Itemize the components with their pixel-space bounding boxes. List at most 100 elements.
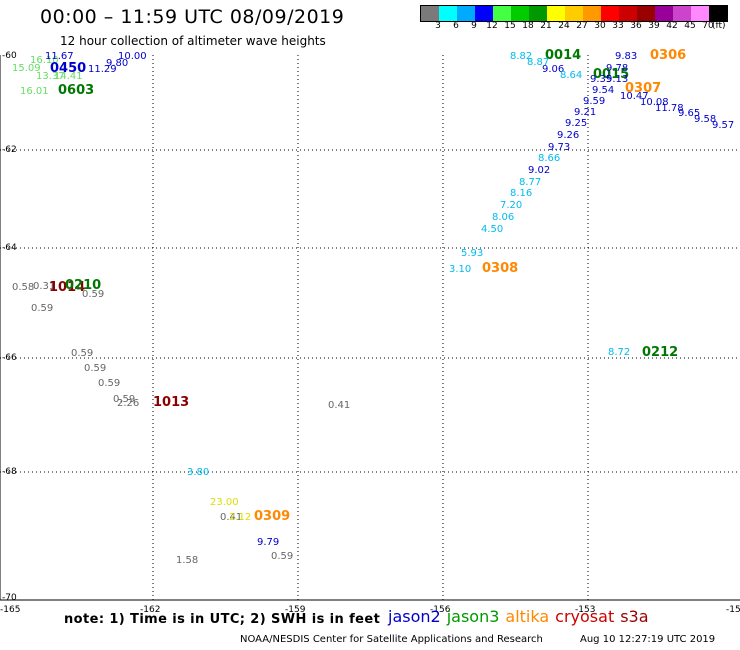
map-subtitle: 12 hour collection of altimeter wave hei… [60, 34, 326, 48]
wave-height-value: 9.59 [583, 96, 605, 107]
legend-satellite-cryosat: cryosat [555, 607, 615, 626]
wave-height-value: 1.58 [176, 555, 198, 566]
observation-time-label: 1013 [153, 395, 189, 410]
wave-height-value: 8.16 [510, 188, 532, 199]
observation-time-label: 0306 [650, 48, 686, 63]
colorbar-tick: 30 [594, 21, 606, 31]
longitude-labels: -165 -162 -159 -156 -153 -15 [0, 605, 740, 615]
colorbar-tick: 33 [612, 21, 624, 31]
colorbar-swatch [547, 6, 565, 21]
wave-height-value: 0.59 [84, 363, 106, 374]
longitude-label: -153 [575, 605, 595, 615]
generated-timestamp: Aug 10 12:27:19 UTC 2019 [580, 634, 716, 645]
latitude-labels: -60 -62 -64 -66 -68 -70 [2, 51, 17, 603]
observation-time-label: 0212 [642, 345, 678, 360]
longitude-label: -162 [140, 605, 160, 615]
colorbar-tick: 39 [648, 21, 660, 31]
wave-height-value: 2.12 [229, 512, 251, 523]
legend-satellite-jason3: jason3 [446, 607, 500, 626]
wave-height-value: 0.58 [12, 282, 34, 293]
observation-time-label: 0308 [482, 261, 518, 276]
observation-time-label: 0014 [545, 48, 581, 63]
wave-height-value: 0.59 [82, 289, 104, 300]
observation-time-label: 0015 [593, 67, 629, 82]
wave-height-value: 9.78 [606, 63, 628, 74]
colorbar-units: (ft) [712, 21, 726, 31]
wave-height-value: 0.31 [33, 281, 55, 292]
wave-height-value: 3.10 [449, 264, 471, 275]
longitude-label: -15 [726, 605, 740, 615]
colorbar-swatch [691, 6, 709, 21]
wave-height-value: 3.80 [187, 467, 209, 478]
legend-satellite-altika: altika [505, 607, 550, 626]
colorbar-swatch [475, 6, 493, 21]
wave-height-value: 16.10 [30, 55, 59, 66]
credit-line: NOAA/NESDIS Center for Satellite Applica… [240, 634, 543, 645]
wave-height-value: 11.78 [655, 103, 684, 114]
legend-satellite-jason2: jason2 [388, 607, 441, 626]
units-note: note: 1) Time is in UTC; 2) SWH is in fe… [64, 612, 381, 627]
colorbar-swatch [511, 6, 529, 21]
wave-height-value: 14.41 [54, 71, 83, 82]
colorbar-tick: 24 [558, 21, 570, 31]
wave-height-value: 9.73 [548, 142, 570, 153]
colorbar-tick: 9 [471, 21, 477, 31]
wave-height-value: 8.87 [527, 57, 549, 68]
latitude-label: -66 [2, 353, 17, 363]
colorbar-swatch [637, 6, 655, 21]
wave-height-value: 9.02 [528, 165, 550, 176]
colorbar-swatch [493, 6, 511, 21]
wave-height-value: 0.59 [31, 303, 53, 314]
colorbar-tick: 12 [486, 21, 498, 31]
wave-height-value: 8.66 [538, 153, 560, 164]
latitude-label: -60 [2, 51, 17, 61]
wave-height-value: 9.65 [678, 108, 700, 119]
latitude-label: -68 [2, 467, 17, 477]
satellite-legend: jason2 jason3 altika cryosat s3a [388, 607, 655, 626]
wave-height-value: 10.47 [620, 91, 649, 102]
wave-height-value: 9.83 [615, 51, 637, 62]
wave-height-value: 9.54 [592, 85, 614, 96]
colorbar-swatch [709, 6, 727, 21]
observation-time-label: 0210 [65, 278, 101, 293]
observation-time-label: 0307 [625, 81, 661, 96]
longitude-label: -165 [0, 605, 20, 615]
lat-lon-grid [0, 55, 740, 600]
colorbar-swatch [655, 6, 673, 21]
wave-height-value: 8.77 [519, 177, 541, 188]
colorbar-swatch [673, 6, 691, 21]
wave-height-value: 9.58 [694, 114, 716, 125]
wave-height-value: 9.80 [106, 58, 128, 69]
wave-height-value: 0.59 [71, 348, 93, 359]
wave-height-value: 2.26 [117, 398, 139, 409]
wave-height-value: 8.06 [492, 212, 514, 223]
wave-height-value: 10.00 [118, 51, 147, 62]
wave-height-value: 9.79 [257, 537, 279, 548]
colorbar-tick-labels: 3 6 9 12 15 18 21 24 27 30 33 36 39 42 45 70 [420, 21, 740, 35]
latitude-label: -64 [2, 243, 17, 253]
wave-height-value: 8.82 [510, 51, 532, 62]
colorbar-swatch [583, 6, 601, 21]
wave-height-value: 16.01 [20, 86, 49, 97]
wave-height-value: 0.41 [220, 512, 242, 523]
wave-height-value: 0.59 [113, 394, 135, 405]
wave-height-value: 13.37 [36, 71, 65, 82]
observation-time-label: 1014 [49, 280, 85, 295]
wave-height-value: 9.06 [542, 64, 564, 75]
wave-height-value: 8.72 [608, 347, 630, 358]
colorbar-swatch [421, 6, 439, 21]
latitude-label: -70 [2, 593, 17, 603]
observation-time-label: 0603 [58, 83, 94, 98]
wave-height-value: 0.59 [271, 551, 293, 562]
wave-height-colorbar [420, 5, 728, 22]
observation-time-label: 0450 [50, 61, 86, 76]
colorbar-swatch [457, 6, 475, 21]
wave-height-value: 9.35 [590, 74, 612, 85]
colorbar-tick: 70 [702, 21, 714, 31]
colorbar-tick: 15 [504, 21, 516, 31]
wave-height-value: 8.64 [560, 70, 582, 81]
colorbar-swatch [439, 6, 457, 21]
colorbar-swatch [529, 6, 547, 21]
wave-height-value: 7.20 [500, 200, 522, 211]
